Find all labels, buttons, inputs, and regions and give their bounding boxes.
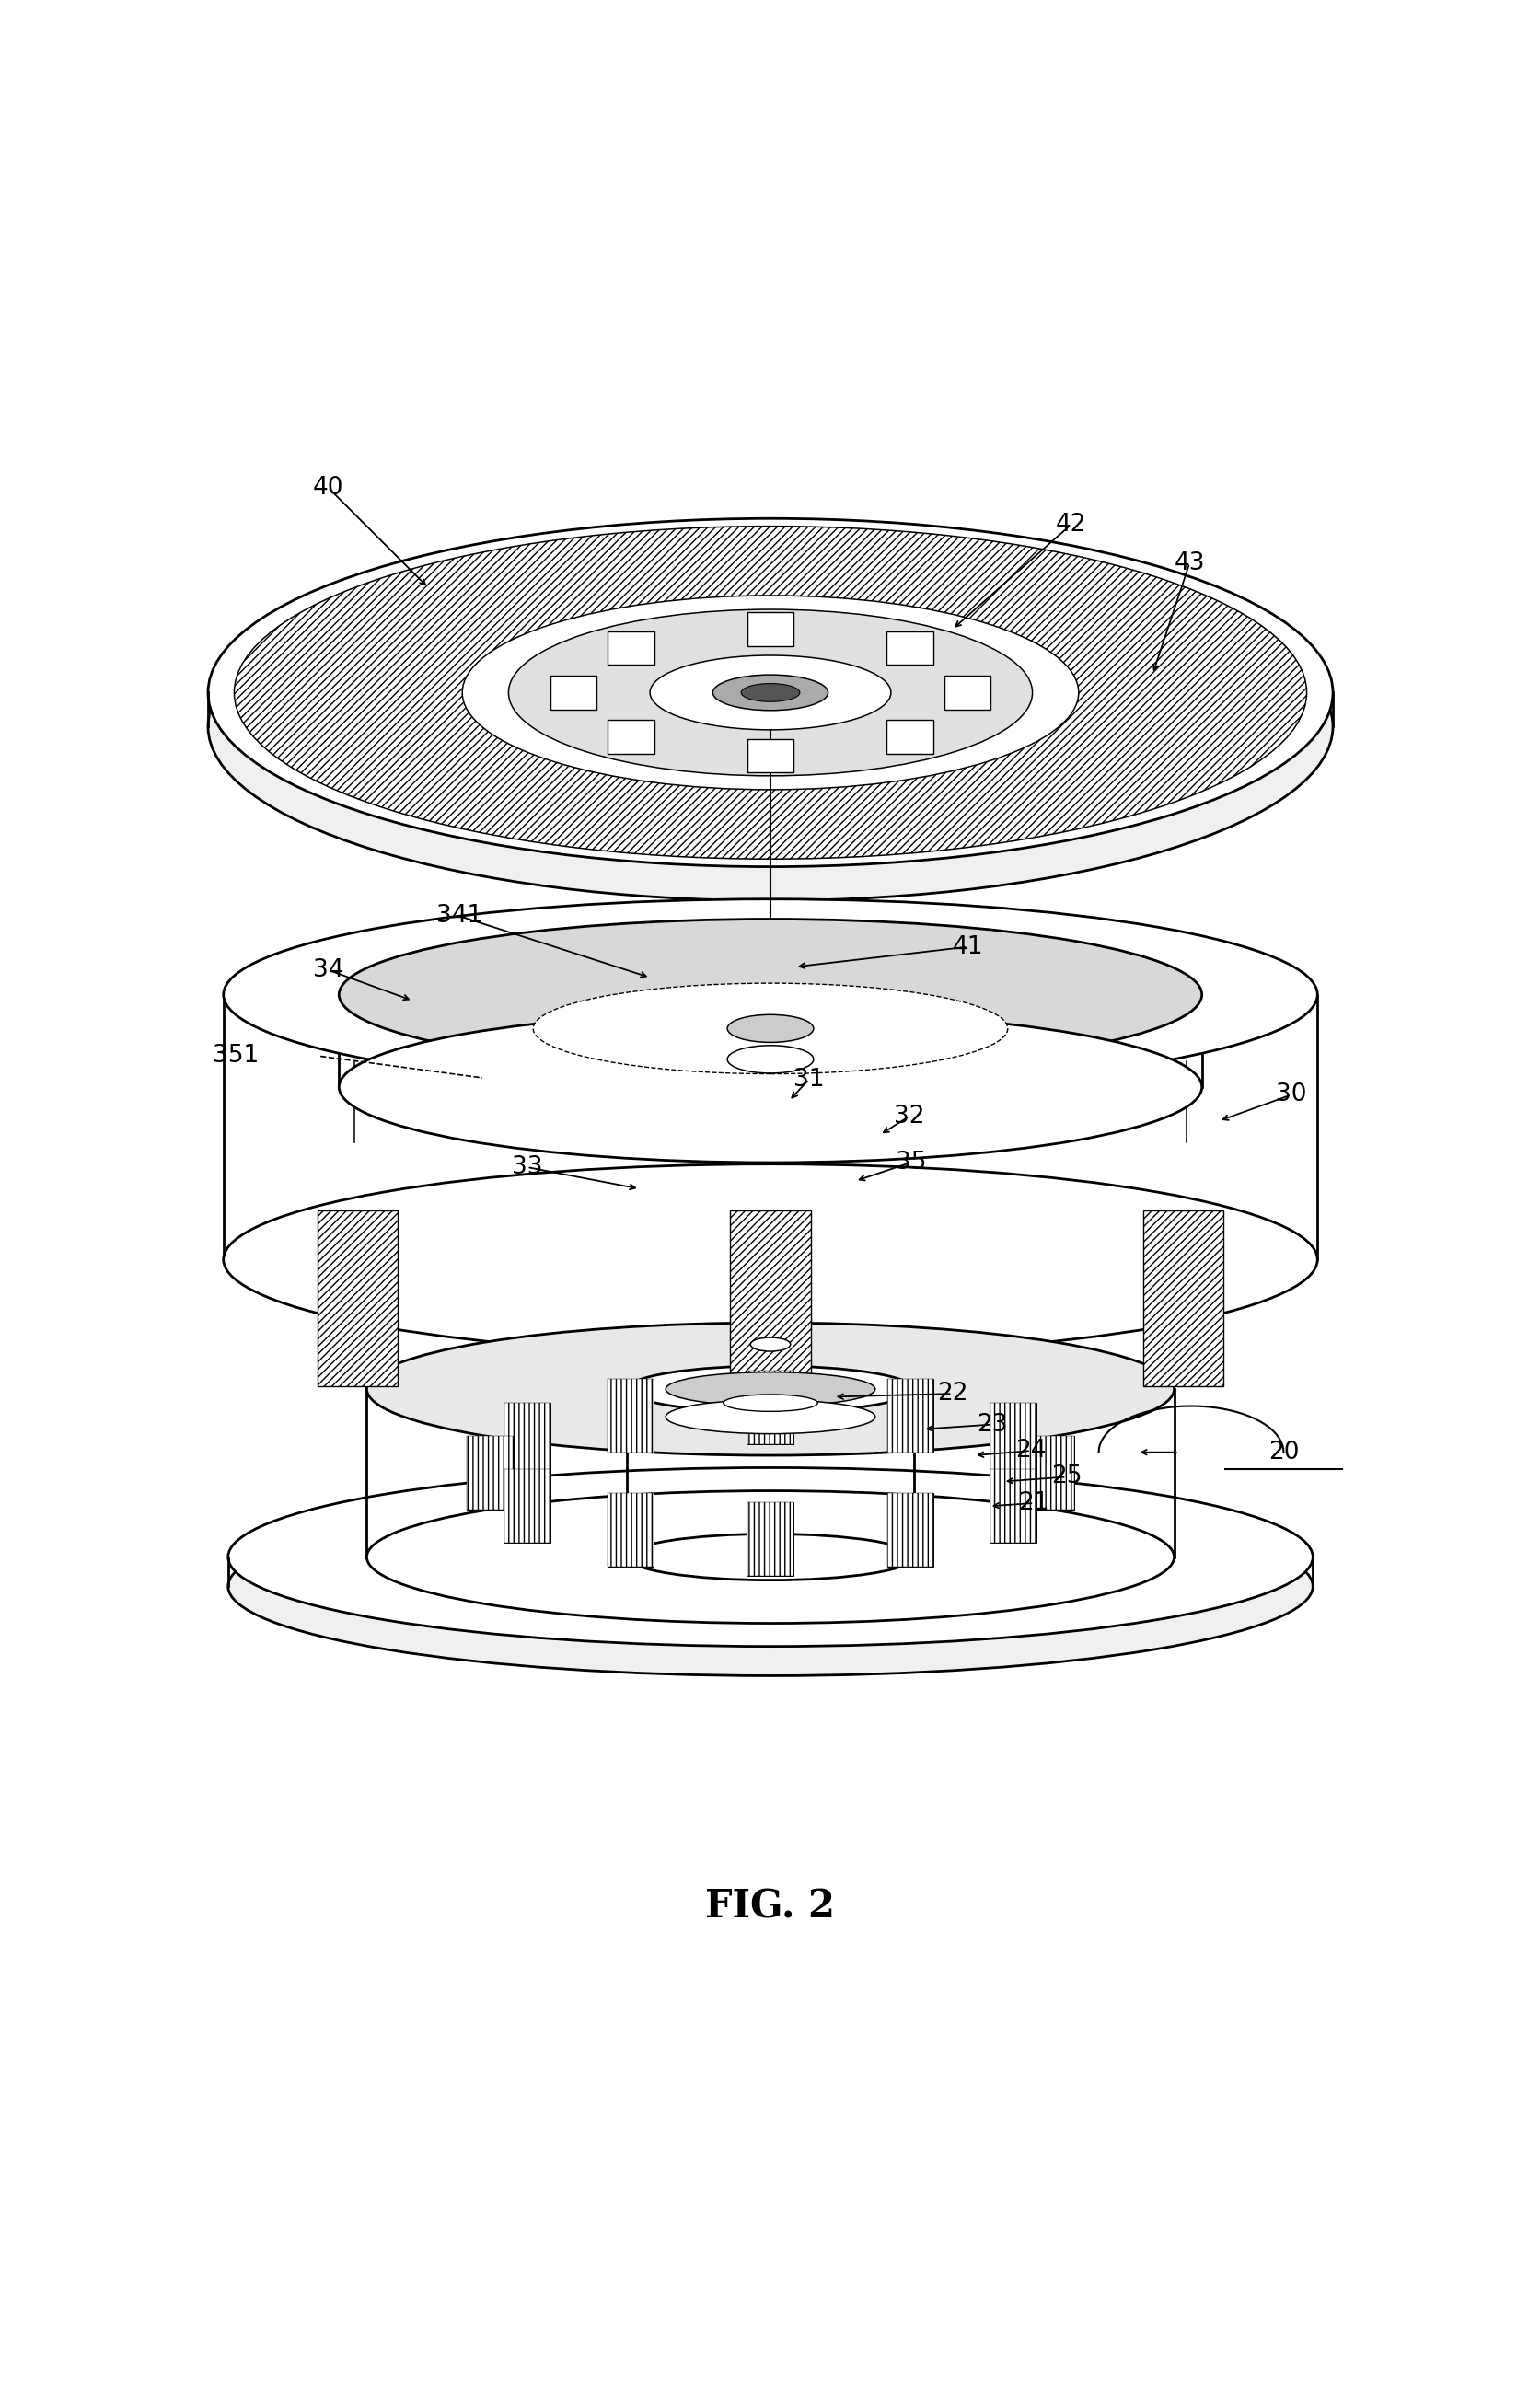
FancyBboxPatch shape — [990, 1404, 1036, 1476]
Ellipse shape — [713, 676, 827, 709]
FancyBboxPatch shape — [747, 1502, 793, 1577]
Ellipse shape — [665, 1373, 875, 1406]
Text: 31: 31 — [793, 1066, 824, 1090]
FancyBboxPatch shape — [887, 1380, 933, 1452]
FancyBboxPatch shape — [607, 630, 653, 666]
Ellipse shape — [627, 1533, 913, 1579]
Ellipse shape — [727, 1045, 813, 1073]
FancyBboxPatch shape — [467, 1435, 513, 1509]
FancyBboxPatch shape — [1027, 1435, 1073, 1509]
FancyBboxPatch shape — [944, 676, 990, 709]
FancyBboxPatch shape — [747, 1371, 793, 1445]
FancyBboxPatch shape — [607, 1380, 653, 1452]
FancyBboxPatch shape — [747, 1371, 793, 1445]
Text: 22: 22 — [936, 1382, 967, 1406]
FancyBboxPatch shape — [607, 1493, 653, 1567]
Text: 24: 24 — [1015, 1438, 1046, 1462]
FancyBboxPatch shape — [1143, 1210, 1223, 1385]
Text: 341: 341 — [436, 903, 482, 927]
Ellipse shape — [650, 657, 890, 731]
Ellipse shape — [367, 1323, 1173, 1454]
FancyBboxPatch shape — [887, 1493, 933, 1567]
Text: 42: 42 — [1055, 513, 1086, 537]
Text: 32: 32 — [893, 1105, 924, 1129]
Text: 20: 20 — [1267, 1440, 1298, 1464]
FancyBboxPatch shape — [317, 1210, 397, 1385]
Ellipse shape — [228, 1498, 1312, 1675]
FancyBboxPatch shape — [504, 1404, 550, 1476]
Ellipse shape — [722, 1394, 818, 1411]
FancyBboxPatch shape — [747, 613, 793, 647]
Ellipse shape — [665, 1399, 875, 1433]
FancyBboxPatch shape — [550, 676, 596, 709]
FancyBboxPatch shape — [607, 1380, 653, 1452]
Ellipse shape — [508, 609, 1032, 776]
Text: 25: 25 — [1050, 1464, 1081, 1488]
Ellipse shape — [727, 1014, 813, 1042]
Ellipse shape — [228, 1469, 1312, 1646]
FancyBboxPatch shape — [607, 1493, 653, 1567]
FancyBboxPatch shape — [317, 1210, 397, 1385]
FancyBboxPatch shape — [1027, 1435, 1073, 1509]
Ellipse shape — [462, 597, 1078, 791]
FancyBboxPatch shape — [990, 1469, 1036, 1543]
Text: 30: 30 — [1275, 1083, 1306, 1107]
FancyBboxPatch shape — [504, 1469, 550, 1543]
FancyBboxPatch shape — [887, 1380, 933, 1452]
FancyBboxPatch shape — [887, 721, 933, 755]
Ellipse shape — [208, 553, 1332, 901]
Text: 21: 21 — [1018, 1490, 1049, 1514]
Text: 43: 43 — [1173, 551, 1204, 575]
Text: 40: 40 — [313, 477, 343, 501]
Text: 23: 23 — [976, 1414, 1007, 1438]
Ellipse shape — [223, 898, 1317, 1090]
Ellipse shape — [627, 1366, 913, 1411]
Ellipse shape — [223, 1164, 1317, 1356]
FancyBboxPatch shape — [504, 1469, 550, 1543]
FancyBboxPatch shape — [467, 1435, 513, 1509]
FancyBboxPatch shape — [747, 1502, 793, 1577]
Ellipse shape — [208, 518, 1332, 867]
FancyBboxPatch shape — [607, 721, 653, 755]
Text: 33: 33 — [511, 1155, 542, 1179]
FancyBboxPatch shape — [887, 1493, 933, 1567]
Ellipse shape — [750, 1337, 790, 1351]
FancyBboxPatch shape — [504, 1404, 550, 1476]
FancyBboxPatch shape — [990, 1469, 1036, 1543]
Text: 35: 35 — [895, 1150, 926, 1174]
FancyBboxPatch shape — [1143, 1210, 1223, 1385]
Text: 41: 41 — [952, 934, 983, 958]
FancyBboxPatch shape — [730, 1210, 810, 1385]
FancyBboxPatch shape — [730, 1210, 810, 1385]
Ellipse shape — [367, 1490, 1173, 1622]
Ellipse shape — [234, 527, 1306, 860]
Ellipse shape — [339, 1011, 1201, 1162]
FancyBboxPatch shape — [747, 738, 793, 772]
Ellipse shape — [741, 683, 799, 702]
FancyBboxPatch shape — [990, 1404, 1036, 1476]
Ellipse shape — [339, 920, 1201, 1071]
FancyBboxPatch shape — [887, 630, 933, 666]
Ellipse shape — [533, 982, 1007, 1073]
Text: 351: 351 — [213, 1045, 259, 1069]
Text: 34: 34 — [313, 958, 343, 982]
Text: FIG. 2: FIG. 2 — [705, 1888, 835, 1926]
